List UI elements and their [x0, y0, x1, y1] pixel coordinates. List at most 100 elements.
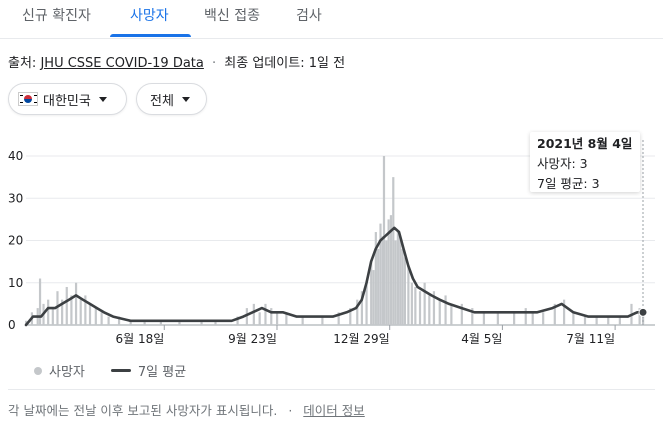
hover-point: [638, 307, 648, 317]
death-bar: [407, 265, 410, 325]
death-bar: [47, 299, 50, 325]
death-bar: [482, 312, 486, 325]
average-legend-label: 7일 평균: [137, 365, 187, 380]
range-dropdown[interactable]: 전체: [136, 83, 207, 115]
death-bar: [264, 303, 267, 325]
death-bar: [496, 312, 499, 325]
death-bar: [159, 320, 162, 325]
death-bar: [399, 236, 402, 325]
death-bar: [214, 320, 217, 325]
death-bar: [392, 177, 395, 325]
death-bar: [270, 308, 273, 325]
death-bar: [245, 308, 248, 325]
data-info-link[interactable]: 데이터 정보: [303, 403, 365, 418]
death-bar: [438, 299, 441, 325]
x-axis-labels: 6월 18일 9월 23일 12월 29일 4월 5일 7월 11일: [115, 325, 616, 346]
death-bar: [285, 312, 288, 325]
death-bar: [79, 299, 82, 325]
y-tick-label: 30: [8, 191, 23, 205]
death-bar: [382, 156, 386, 325]
death-bar: [178, 320, 181, 325]
source-link[interactable]: JHU CSSE COVID-19 Data: [40, 56, 204, 71]
death-bar: [365, 282, 368, 325]
death-bar: [94, 308, 97, 325]
y-tick-label: 20: [8, 234, 23, 248]
death-bar: [143, 320, 146, 325]
death-bar: [100, 312, 103, 325]
y-tick-label: 10: [8, 276, 23, 290]
death-bar: [410, 282, 413, 325]
death-bar: [638, 308, 641, 325]
death-bar: [337, 312, 340, 325]
death-bar: [70, 295, 73, 325]
tab-new-cases[interactable]: 신규 확진자: [22, 8, 91, 24]
tooltip-deaths: 사망자: 3: [537, 156, 588, 171]
tab-bar: 신규 확진자 사망자 백신 접종 검사: [0, 0, 663, 39]
source-prefix: 출처:: [8, 56, 37, 71]
death-bar: [450, 303, 453, 325]
death-bar: [301, 316, 304, 325]
death-bar: [595, 316, 598, 325]
death-bar: [444, 295, 447, 325]
region-label: 대한민국: [43, 93, 91, 109]
death-bar: [513, 312, 516, 325]
death-bar: [107, 316, 110, 325]
tab-vaccinations[interactable]: 백신 접종: [204, 8, 260, 24]
death-bar: [65, 286, 68, 325]
death-bar: [385, 240, 388, 325]
death-bar: [607, 316, 610, 325]
death-bar: [349, 308, 352, 325]
average-line: [24, 226, 645, 327]
death-bar: [275, 312, 279, 325]
deaths-legend-label: 사망자: [49, 365, 85, 380]
death-bar: [360, 291, 364, 325]
death-bar: [432, 291, 436, 325]
deaths-legend-marker: [34, 366, 42, 375]
death-bar: [379, 223, 382, 325]
tab-deaths[interactable]: 사망자: [130, 8, 169, 24]
deaths-chart[interactable]: 0 10 20 30 40 6월 18일 9월 23일 12월 29일 4월 5일 7월 11일: [0, 130, 663, 355]
x-tick-label: 4월 5일: [461, 332, 502, 346]
death-bar: [542, 312, 545, 325]
death-bar: [370, 261, 373, 325]
korea-flag-icon: [18, 92, 38, 106]
footer-separator: ·: [288, 403, 293, 418]
source-separator: ·: [212, 56, 217, 71]
last-updated: 최종 업데이트: 1일 전: [224, 56, 346, 71]
death-bar: [88, 303, 92, 325]
death-bar: [84, 295, 87, 325]
death-bar: [381, 236, 384, 325]
range-label: 전체: [150, 93, 174, 109]
chevron-down-icon: [98, 96, 107, 102]
death-bar: [471, 308, 474, 325]
active-tab-indicator: [110, 34, 191, 37]
death-bar: [583, 316, 587, 325]
source-line: 출처: JHU CSSE COVID-19 Data · 최종 업데이트: 1일…: [8, 52, 345, 71]
death-bar: [531, 312, 534, 325]
death-bar: [74, 282, 78, 325]
death-bar: [377, 248, 380, 325]
tooltip-date: 2021년 8월 4일: [537, 136, 633, 151]
tooltip-average: 7일 평균: 3: [537, 176, 600, 191]
region-dropdown[interactable]: 대한민국: [8, 83, 127, 115]
death-bar: [51, 308, 54, 325]
death-bar: [428, 295, 431, 325]
y-tick-label: 0: [8, 318, 16, 332]
death-bar: [61, 299, 64, 325]
chart-grid: [26, 155, 655, 326]
tab-testing[interactable]: 검사: [296, 8, 322, 24]
death-bar: [572, 312, 575, 325]
death-bar: [374, 232, 377, 325]
death-bar: [553, 303, 556, 325]
death-bar: [372, 270, 375, 325]
chart-legend: 사망자 7일 평균: [34, 361, 186, 380]
death-bar: [394, 240, 397, 325]
death-bar: [460, 303, 463, 325]
y-tick-label: 40: [8, 149, 23, 163]
death-bar: [200, 320, 203, 325]
death-bar: [396, 232, 400, 325]
x-tick-label: 9월 23일: [228, 332, 277, 346]
footer-divider: [8, 389, 655, 390]
death-bar: [642, 312, 645, 325]
x-tick-label: 6월 18일: [115, 332, 164, 346]
